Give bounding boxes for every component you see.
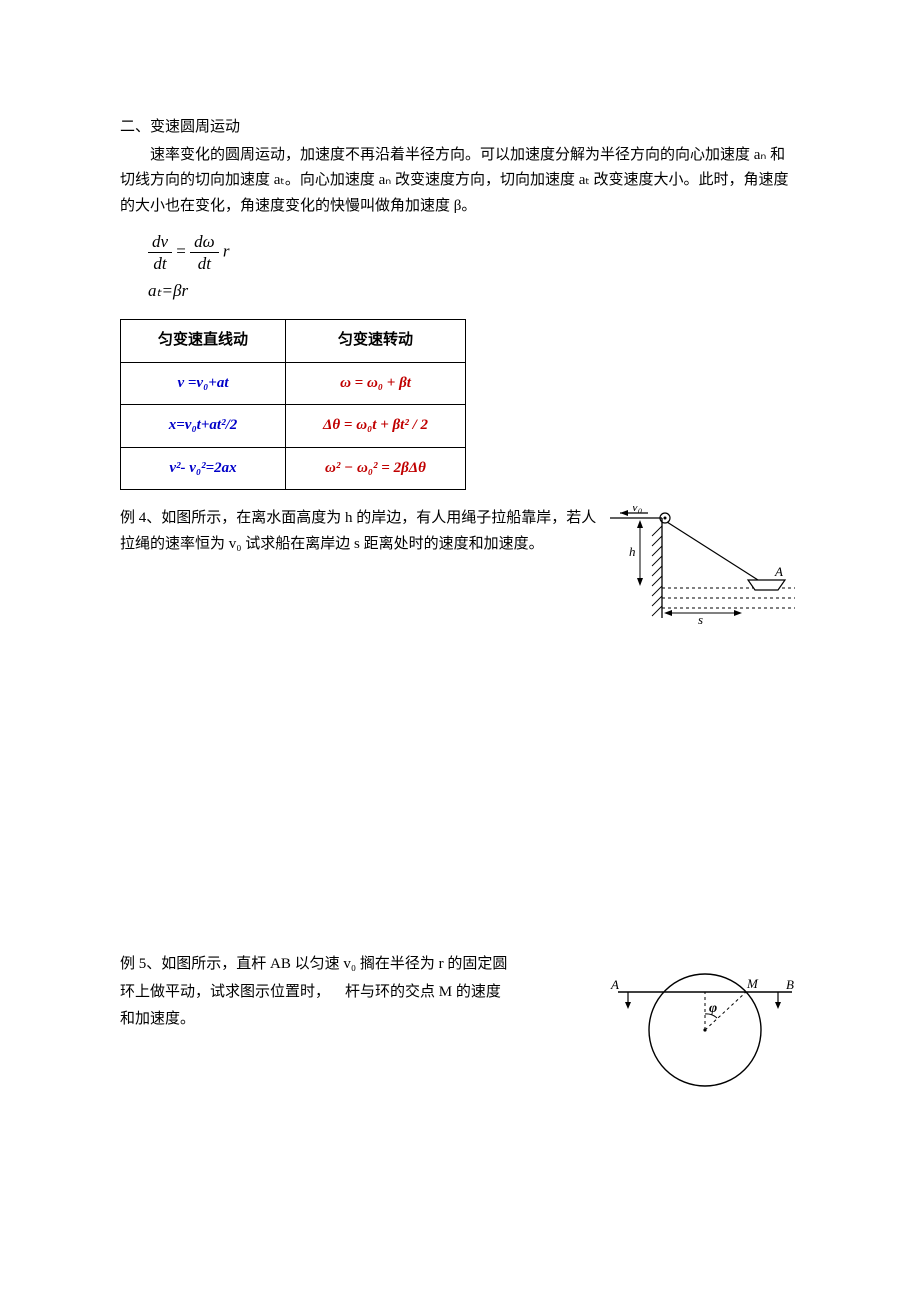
example-4: 例 4、如图所示，在离水面高度为 h 的岸边，有人用绳子拉船靠岸，若人拉绳的速率… [120,506,800,626]
equation-1: dv dt = dω dt r [148,231,800,275]
label-A: A [610,977,619,992]
label-M: M [746,976,759,991]
eq1-lhs-den: dt [148,253,172,274]
ex5-line1: 例 5、如图所示，直杆 AB 以匀速 v₀ 搁在半径为 r 的固定圆 [120,952,598,978]
ex5-line2a: 环上做平动，试求图示位置时， [120,984,330,1000]
equation-2: aₜ=βr [148,277,800,306]
table-header-rotational: 匀变速转动 [286,320,466,363]
eq1-rhs-den: dt [190,253,219,274]
intro-paragraph: 速率变化的圆周运动，加速度不再沿着半径方向。可以加速度分解为半径方向的向心加速度… [120,143,800,220]
table-row: v =v₀+at ω = ω₀ + βt [121,362,466,405]
cell-rot: ω² − ω₀² = 2βΔθ [286,447,466,490]
cell-rot: Δθ = ω₀t + βt² / 2 [286,405,466,448]
table-row: 匀变速直线动 匀变速转动 [121,320,466,363]
ex5-line3: 和加速度。 [120,1007,598,1033]
table-header-linear: 匀变速直线动 [121,320,286,363]
table-row: v²- v₀²=2ax ω² − ω₀² = 2βΔθ [121,447,466,490]
cell-linear: v²- v₀²=2ax [121,447,286,490]
example-5-figure: A B φ M [610,952,800,1102]
table-row: x=v₀t+at²/2 Δθ = ω₀t + βt² / 2 [121,405,466,448]
section-title: 二、变速圆周运动 [120,115,800,141]
kinematics-table: 匀变速直线动 匀变速转动 v =v₀+at ω = ω₀ + βt x=v₀t+… [120,319,466,490]
example-4-figure: v₀ A h s [610,506,800,626]
label-s: s [698,612,703,626]
label-A: A [774,564,783,579]
cell-linear: x=v₀t+at²/2 [121,405,286,448]
example-4-text: 例 4、如图所示，在离水面高度为 h 的岸边，有人用绳子拉船靠岸，若人拉绳的速率… [120,506,598,626]
label-h: h [629,544,636,559]
cell-linear: v =v₀+at [121,362,286,405]
eq1-rhs-num: dω [190,231,219,253]
example-5: 例 5、如图所示，直杆 AB 以匀速 v₀ 搁在半径为 r 的固定圆 环上做平动… [120,952,800,1102]
ex5-line2b: 杆与环的交点 M 的速度 [345,984,501,1000]
eq1-tail: r [223,242,230,261]
cell-rot: ω = ω₀ + βt [286,362,466,405]
example-5-text: 例 5、如图所示，直杆 AB 以匀速 v₀ 搁在半径为 r 的固定圆 环上做平动… [120,952,598,1102]
equation-block: dv dt = dω dt r aₜ=βr [148,231,800,305]
label-B: B [786,977,794,992]
eq1-lhs-num: dv [148,231,172,253]
label-phi: φ [709,1001,717,1016]
label-v0: v₀ [632,506,642,514]
